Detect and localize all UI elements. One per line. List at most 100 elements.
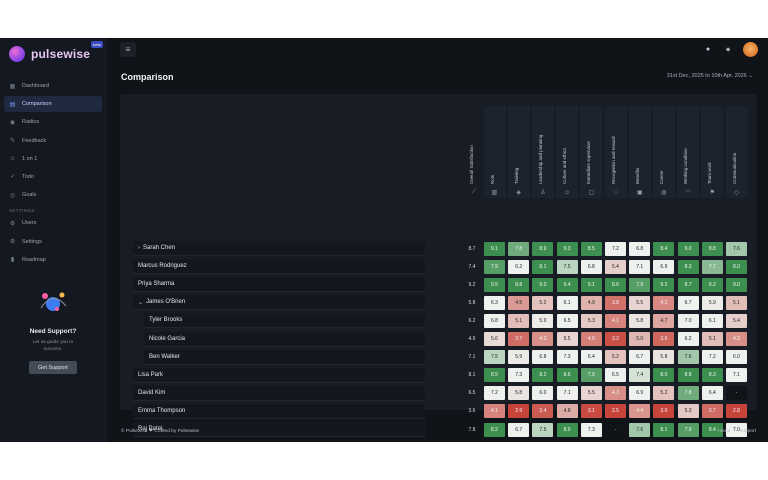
score-cell[interactable]: 6.7 <box>629 350 651 365</box>
score-cell[interactable]: 8.2 <box>532 368 554 383</box>
score-cell[interactable]: 6.0 <box>532 386 554 401</box>
score-cell[interactable]: 5.6 <box>484 332 505 346</box>
score-cell[interactable]: 6.8 <box>532 350 554 365</box>
score-cell[interactable]: 9.4 <box>556 277 578 292</box>
score-cell[interactable]: 2.8 <box>726 404 747 419</box>
score-cell[interactable]: 7.0 <box>726 422 747 437</box>
score-cell[interactable]: 5.3 <box>677 404 699 419</box>
score-cell[interactable]: 8.9 <box>532 241 554 256</box>
score-cell[interactable]: 6.3 <box>484 295 505 310</box>
score-cell[interactable]: 4.9 <box>580 295 602 310</box>
score-cell[interactable]: 6.0 <box>726 350 747 365</box>
score-cell[interactable]: 7.1 <box>726 368 747 383</box>
score-cell[interactable]: 4.1 <box>484 404 505 419</box>
column-header-leadership-and-planning[interactable]: Leadership and planning ♙ <box>531 106 554 198</box>
score-cell[interactable]: 9.1 <box>484 241 505 256</box>
score-cell[interactable]: 7.7 <box>701 259 723 274</box>
column-header-team-work[interactable]: Team work ⚑ <box>701 106 724 198</box>
sun-icon[interactable]: ✷ <box>725 46 731 54</box>
app-logo[interactable]: pulsewise <box>9 43 90 65</box>
score-cell[interactable]: 5.5 <box>580 386 602 401</box>
score-cell[interactable]: 8.0 <box>726 259 747 274</box>
score-cell[interactable]: 4.4 <box>629 404 651 419</box>
score-cell[interactable]: 8.7 <box>677 277 699 292</box>
score-cell[interactable]: 6.8 <box>484 313 505 328</box>
score-cell[interactable]: 5.1 <box>508 313 530 328</box>
score-cell[interactable]: 6.4 <box>580 350 602 365</box>
score-cell[interactable]: 5.0 <box>629 332 651 346</box>
score-cell[interactable]: 3.4 <box>532 404 554 419</box>
date-range-picker[interactable]: 31st Dec, 2025 to 10th Apr, 2026 ⌄ <box>666 73 753 79</box>
score-cell[interactable]: 7.5 <box>556 259 578 274</box>
sidebar-item-radios[interactable]: ◉ Radios <box>4 114 102 130</box>
column-header-benefits[interactable]: Benefits ▣ <box>628 106 651 198</box>
score-cell[interactable]: 4.1 <box>605 313 626 328</box>
menu-icon[interactable]: ≡ <box>120 42 136 57</box>
table-row[interactable]: › Sarah Chen <box>133 241 425 256</box>
score-cell[interactable]: 6.7 <box>508 422 530 437</box>
footer-link-support[interactable]: Support <box>739 429 756 434</box>
score-cell[interactable]: 2.5 <box>605 404 626 419</box>
score-cell[interactable]: 5.3 <box>580 313 602 328</box>
score-cell[interactable]: 3.7 <box>701 404 723 419</box>
sidebar-item-comparison[interactable]: ▤ Comparison <box>4 96 102 113</box>
score-cell[interactable]: 6.8 <box>580 259 602 274</box>
score-cell[interactable]: 7.6 <box>677 350 699 365</box>
score-cell[interactable]: 4.0 <box>580 332 602 346</box>
score-cell[interactable]: 3.8 <box>605 295 626 310</box>
score-cell[interactable]: 6.5 <box>556 313 578 328</box>
score-cell[interactable]: 8.8 <box>508 277 530 292</box>
sidebar-item-roadmap[interactable]: ▮ Roadmap <box>4 252 102 268</box>
score-cell[interactable]: 4.3 <box>605 386 626 401</box>
score-cell[interactable]: 3.1 <box>580 404 602 419</box>
score-cell[interactable]: 7.6 <box>726 241 747 256</box>
score-cell[interactable]: 8.8 <box>701 241 723 256</box>
sidebar-item-users[interactable]: ⚙ Users <box>4 215 102 231</box>
score-cell[interactable]: 7.8 <box>508 241 530 256</box>
table-row[interactable]: ⌄ James O'Brien <box>133 295 425 311</box>
score-cell[interactable]: 7.2 <box>701 350 723 365</box>
score-cell[interactable]: 5.4 <box>726 313 747 328</box>
score-cell[interactable]: 4.8 <box>556 404 578 419</box>
score-cell[interactable]: 6.9 <box>629 386 651 401</box>
score-cell[interactable]: 8.0 <box>556 422 578 437</box>
score-cell[interactable]: 3.0 <box>653 404 675 419</box>
score-cell[interactable]: 5.9 <box>508 350 530 365</box>
score-cell[interactable]: 8.3 <box>677 259 699 274</box>
score-cell[interactable]: 8.1 <box>653 422 675 437</box>
table-row[interactable]: Tyler Brooks <box>144 313 425 329</box>
score-cell[interactable]: 4.5 <box>508 295 530 310</box>
score-cell[interactable]: 7.3 <box>556 350 578 365</box>
score-cell[interactable]: 7.3 <box>580 422 602 437</box>
score-cell[interactable]: 5.4 <box>605 259 626 274</box>
score-cell[interactable]: 8.1 <box>532 259 554 274</box>
score-cell[interactable]: 5.2 <box>532 295 554 310</box>
score-cell[interactable]: 8.6 <box>556 368 578 383</box>
score-cell[interactable]: 9.0 <box>677 241 699 256</box>
score-cell[interactable]: 6.8 <box>629 241 651 256</box>
score-cell[interactable]: 9.0 <box>532 277 554 292</box>
score-cell[interactable]: 7.4 <box>629 368 651 383</box>
score-cell[interactable]: 7.3 <box>508 368 530 383</box>
score-cell[interactable]: 6.7 <box>677 295 699 310</box>
sidebar-item-todo[interactable]: ✓ Todo <box>4 169 102 185</box>
score-cell[interactable]: 5.2 <box>605 350 626 365</box>
score-cell[interactable]: 4.2 <box>653 295 675 310</box>
table-row[interactable]: Emma Thompson <box>133 403 425 419</box>
score-cell[interactable]: 5.8 <box>508 386 530 401</box>
sidebar-item-goals[interactable]: ◎ Goals <box>4 187 102 203</box>
sidebar-item-feedback[interactable]: ✎ Feedback <box>4 133 102 149</box>
column-header-culture-and-ethics[interactable]: Culture and ethics ☺ <box>556 106 579 198</box>
score-cell[interactable]: 6.5 <box>605 368 626 383</box>
score-cell[interactable]: 6.2 <box>677 332 699 346</box>
score-cell[interactable]: 5.5 <box>629 295 651 310</box>
score-cell[interactable]: 9.1 <box>580 277 602 292</box>
score-cell[interactable]: 4.7 <box>653 313 675 328</box>
table-row[interactable]: Raj Patel <box>133 422 425 437</box>
score-cell[interactable]: 7.2 <box>605 241 626 256</box>
score-cell[interactable]: 5.8 <box>629 313 651 328</box>
table-row[interactable]: Nicole Garcia <box>144 331 425 347</box>
table-row[interactable]: Marcus Rodriguez <box>133 259 425 275</box>
score-cell[interactable]: 7.2 <box>484 386 505 401</box>
sidebar-item-1-on-1[interactable]: ☺ 1 on 1 <box>4 151 102 167</box>
